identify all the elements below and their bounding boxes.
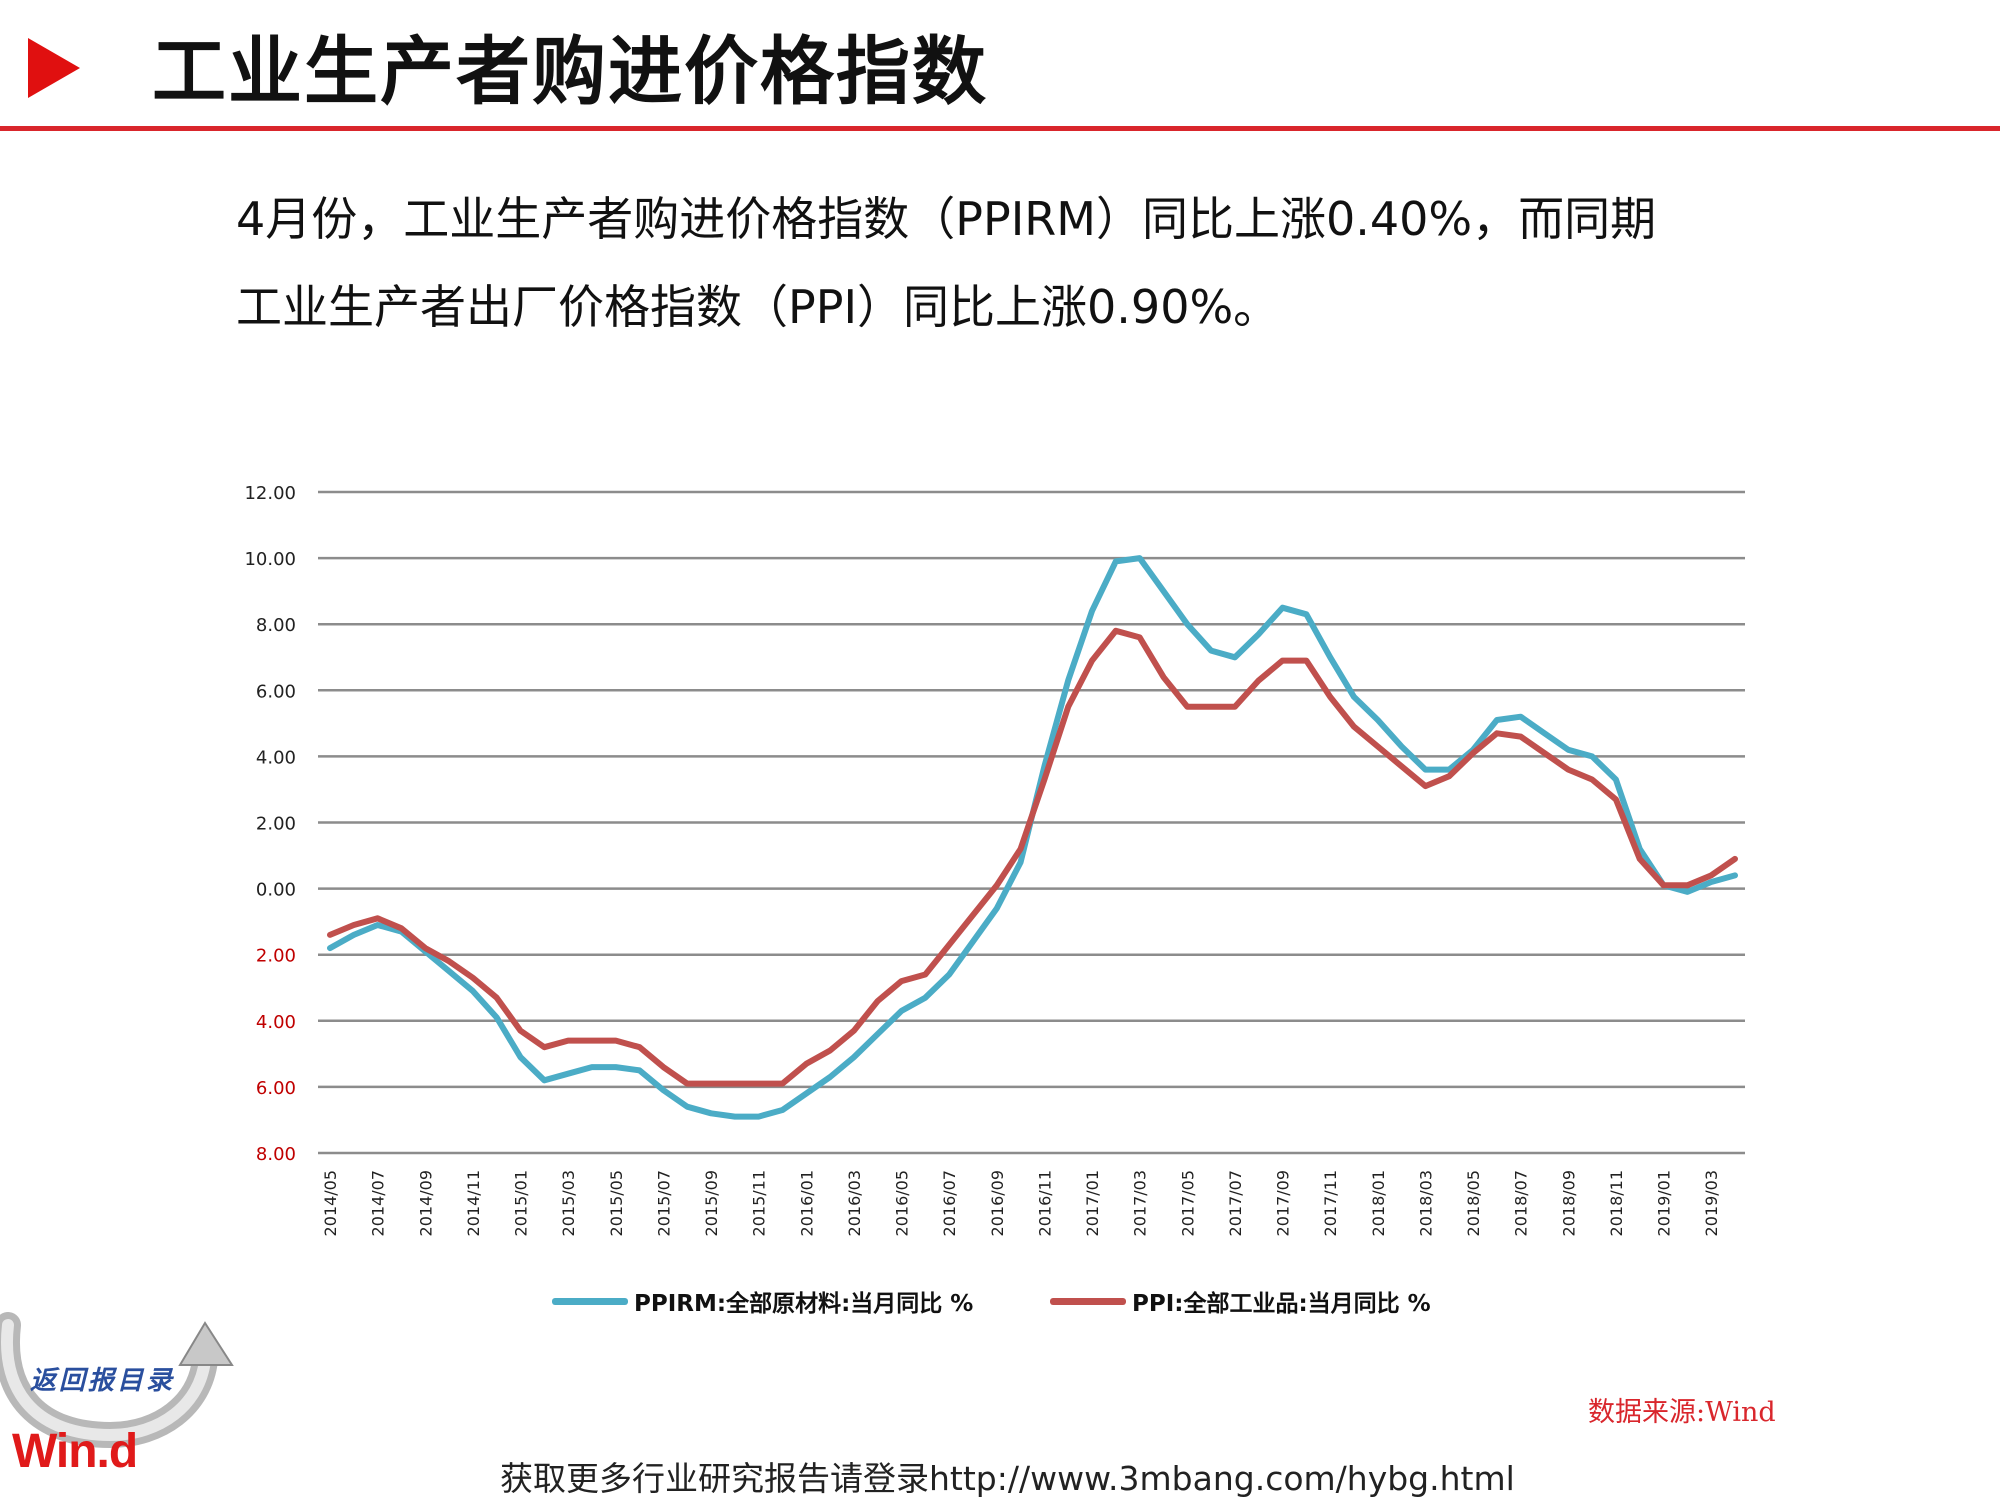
y-tick-label-6: 0.00 [256, 880, 296, 901]
x-tick-label-9: 2015/11 [750, 1170, 769, 1236]
x-tick-label-14: 2016/09 [988, 1170, 1007, 1236]
x-tick-label-17: 2017/03 [1131, 1170, 1150, 1236]
x-tick-label-28: 2019/01 [1655, 1170, 1674, 1236]
x-tick-label-19: 2017/07 [1226, 1170, 1245, 1236]
line-chart: 12.00 10.00 8.00 6.00 4.00 2.00 0.00 2.00 4.00 6.… [244, 483, 1745, 1236]
wind-logo: Win.d [12, 1425, 138, 1478]
legend-swatch-ppi [1050, 1297, 1126, 1305]
footer-link[interactable]: 获取更多行业研究报告请登录http://www.3mbang.com/hybg.… [500, 1459, 1515, 1498]
x-tick-label-20: 2017/09 [1274, 1170, 1293, 1236]
legend-label-ppirm: PPIRM:全部原材料:当月同比 % [634, 1291, 974, 1317]
y-tick-label-0: 12.00 [244, 483, 296, 504]
x-tick-label-25: 2018/07 [1512, 1170, 1531, 1236]
x-tick-label-7: 2015/07 [654, 1170, 673, 1236]
y-tick-label-3: 6.00 [256, 681, 296, 702]
y-tick-label-7: 2.00 [256, 946, 296, 967]
x-tick-label-23: 2018/03 [1416, 1170, 1435, 1236]
chart-grid [318, 490, 1745, 1155]
x-tick-label-16: 2017/01 [1083, 1170, 1102, 1236]
x-tick-label-3: 2014/11 [464, 1170, 483, 1236]
y-tick-label-5: 2.00 [256, 814, 296, 835]
chart-series [327, 555, 1738, 1120]
x-axis-ticks: 2014/05 2014/07 2014/09 2014/11 2015/01 2015/… [321, 1170, 1721, 1236]
wind-logo-arrow-icon [0, 1312, 234, 1449]
title-triangle-icon [28, 38, 80, 98]
y-tick-label-8: 4.00 [256, 1012, 296, 1033]
y-tick-label-4: 4.00 [256, 747, 296, 768]
x-tick-label-10: 2016/01 [797, 1170, 816, 1236]
x-tick-label-11: 2016/03 [845, 1170, 864, 1236]
x-tick-label-1: 2014/07 [369, 1170, 388, 1236]
x-tick-label-8: 2015/09 [702, 1170, 721, 1236]
summary-line-2: 工业生产者出厂价格指数（PPI）同比上涨0.90%。 [236, 280, 1280, 334]
legend-swatch-ppirm [552, 1297, 628, 1305]
x-tick-label-6: 2015/05 [607, 1170, 626, 1236]
x-tick-label-12: 2016/05 [893, 1170, 912, 1236]
x-tick-label-21: 2017/11 [1321, 1170, 1340, 1236]
legend-item-ppirm: PPIRM:全部原材料:当月同比 % [552, 1284, 973, 1318]
summary-text: 4月份，工业生产者购进价格指数（PPIRM）同比上涨0.40%，而同期 工业生产… [236, 175, 1816, 351]
x-tick-label-24: 2018/05 [1464, 1170, 1483, 1236]
data-source-note: 数据来源:Wind [1588, 1397, 1776, 1428]
series-line-ppirm [327, 555, 1738, 1120]
title-divider [0, 126, 2000, 131]
y-tick-label-2: 8.00 [256, 615, 296, 636]
y-tick-label-9: 6.00 [256, 1078, 296, 1099]
y-tick-label-10: 8.00 [256, 1144, 296, 1165]
x-tick-label-22: 2018/01 [1369, 1170, 1388, 1236]
y-axis-ticks: 12.00 10.00 8.00 6.00 4.00 2.00 0.00 2.00 4.00 6.… [244, 483, 296, 1165]
x-tick-label-15: 2016/11 [1035, 1170, 1054, 1236]
legend-label-ppi: PPI:全部工业品:当月同比 % [1132, 1291, 1431, 1317]
logo-back-link[interactable]: 返回报目录 [30, 1366, 176, 1396]
x-tick-label-29: 2019/03 [1702, 1170, 1721, 1236]
page-title: 工业生产者购进价格指数 [152, 29, 988, 115]
summary-line-1: 4月份，工业生产者购进价格指数（PPIRM）同比上涨0.40%，而同期 [236, 192, 1657, 246]
x-tick-label-2: 2014/09 [416, 1170, 435, 1236]
series-line-ppi [327, 627, 1738, 1087]
x-tick-label-0: 2014/05 [321, 1170, 340, 1236]
x-tick-label-18: 2017/05 [1178, 1170, 1197, 1236]
legend-item-ppi: PPI:全部工业品:当月同比 % [1050, 1284, 1431, 1318]
y-tick-label-1: 10.00 [244, 549, 296, 570]
x-tick-label-27: 2018/11 [1607, 1170, 1626, 1236]
x-tick-label-13: 2016/07 [940, 1170, 959, 1236]
x-tick-label-5: 2015/03 [559, 1170, 578, 1236]
x-tick-label-4: 2015/01 [512, 1170, 531, 1236]
x-tick-label-26: 2018/09 [1559, 1170, 1578, 1236]
